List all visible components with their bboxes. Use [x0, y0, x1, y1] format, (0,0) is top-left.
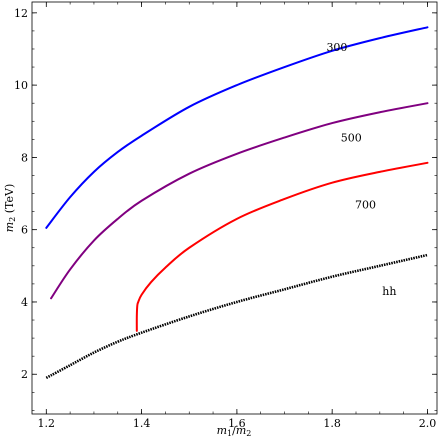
curve-labels: 300 500 700 hh [326, 41, 396, 298]
series-layer [45, 26, 429, 380]
x-tick-label: 1.6 [228, 417, 246, 430]
y-axis-ticks: 2 4 6 8 10 12 [14, 7, 437, 411]
series-line-700 [135, 161, 429, 332]
y-axis-title: m2 (TeV) [3, 184, 17, 233]
plot-frame [31, 1, 438, 415]
x-tick-label: 1.2 [38, 417, 56, 430]
y-tick-label: 4 [21, 296, 28, 309]
curve-label-700: 700 [355, 198, 376, 211]
curve-label-hh: hh [382, 285, 396, 298]
y-tick-label: 10 [14, 79, 28, 92]
y-tick-label: 8 [21, 151, 28, 164]
curve-label-500: 500 [341, 132, 362, 145]
x-tick-label: 2.0 [419, 417, 437, 430]
series-line-500 [50, 102, 429, 300]
y-tick-label: 6 [21, 224, 28, 237]
curve-label-300: 300 [326, 41, 347, 54]
series-line-hh [45, 253, 428, 380]
x-tick-label: 1.8 [323, 417, 341, 430]
x-axis-title: m1/m2 [217, 424, 252, 438]
y-tick-label: 2 [21, 368, 28, 381]
x-tick-label: 1.4 [133, 417, 151, 430]
x-axis-ticks: 1.2 1.4 1.6 1.8 2.0 [38, 2, 437, 430]
series-line-300 [45, 26, 429, 229]
y-tick-label: 12 [14, 7, 28, 20]
